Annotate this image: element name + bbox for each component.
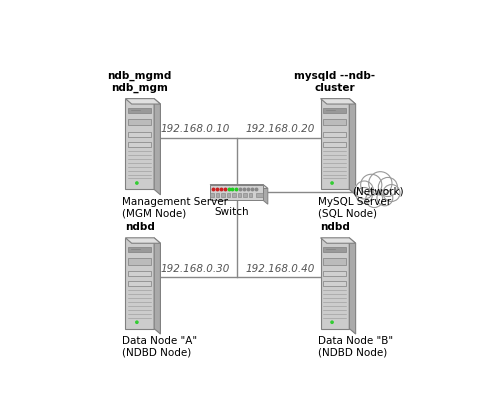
Polygon shape <box>128 271 151 276</box>
Polygon shape <box>350 99 356 195</box>
Text: 192.168.0.40: 192.168.0.40 <box>245 264 314 274</box>
Polygon shape <box>128 108 151 113</box>
Polygon shape <box>126 99 154 189</box>
Circle shape <box>366 191 382 208</box>
Polygon shape <box>210 185 263 200</box>
Polygon shape <box>324 132 346 137</box>
Polygon shape <box>350 238 356 334</box>
FancyBboxPatch shape <box>210 193 214 197</box>
Circle shape <box>360 174 382 195</box>
Polygon shape <box>320 238 350 329</box>
Polygon shape <box>324 108 346 113</box>
Polygon shape <box>320 99 350 189</box>
Text: 192.168.0.30: 192.168.0.30 <box>160 264 230 274</box>
Text: Switch: Switch <box>214 207 248 217</box>
FancyBboxPatch shape <box>248 193 252 197</box>
Text: MySQL Server
(SQL Node): MySQL Server (SQL Node) <box>318 197 390 219</box>
Circle shape <box>331 182 333 184</box>
Polygon shape <box>320 238 356 243</box>
Polygon shape <box>324 258 346 264</box>
FancyBboxPatch shape <box>222 193 225 197</box>
Polygon shape <box>128 132 151 137</box>
Polygon shape <box>154 238 160 334</box>
Circle shape <box>377 190 393 206</box>
Polygon shape <box>154 99 160 195</box>
Text: Data Node "B"
(NDBD Node): Data Node "B" (NDBD Node) <box>318 336 392 358</box>
Text: mysqld --ndb-
cluster: mysqld --ndb- cluster <box>294 71 376 92</box>
FancyBboxPatch shape <box>238 193 242 197</box>
Polygon shape <box>324 142 346 147</box>
Text: ndbd: ndbd <box>125 222 154 232</box>
FancyBboxPatch shape <box>243 193 246 197</box>
Polygon shape <box>128 247 151 252</box>
Polygon shape <box>263 185 268 204</box>
Text: 192.168.0.20: 192.168.0.20 <box>245 124 314 134</box>
Polygon shape <box>128 119 151 125</box>
Polygon shape <box>126 238 154 329</box>
Circle shape <box>356 181 374 199</box>
Polygon shape <box>128 281 151 286</box>
Polygon shape <box>324 281 346 286</box>
Text: Data Node "A"
(NDBD Node): Data Node "A" (NDBD Node) <box>122 336 198 358</box>
Polygon shape <box>320 99 356 104</box>
Polygon shape <box>324 247 346 252</box>
Text: 192.168.0.10: 192.168.0.10 <box>160 124 230 134</box>
FancyBboxPatch shape <box>232 193 236 197</box>
FancyBboxPatch shape <box>256 193 262 198</box>
FancyBboxPatch shape <box>226 193 230 197</box>
Text: ndbd: ndbd <box>320 222 350 232</box>
Circle shape <box>136 182 138 184</box>
Polygon shape <box>324 271 346 276</box>
Circle shape <box>356 187 372 204</box>
Polygon shape <box>128 258 151 264</box>
Polygon shape <box>126 238 160 243</box>
Text: ndb_mgmd
ndb_mgm: ndb_mgmd ndb_mgm <box>108 70 172 92</box>
Circle shape <box>136 321 138 323</box>
Polygon shape <box>324 119 346 125</box>
FancyBboxPatch shape <box>216 193 220 197</box>
Polygon shape <box>126 99 160 104</box>
Circle shape <box>378 177 398 196</box>
Text: Management Server
(MGM Node): Management Server (MGM Node) <box>122 197 228 219</box>
Text: (Network): (Network) <box>352 187 404 197</box>
Polygon shape <box>210 185 268 189</box>
Circle shape <box>331 321 333 323</box>
Polygon shape <box>128 142 151 147</box>
Circle shape <box>368 172 392 195</box>
Circle shape <box>383 185 400 202</box>
